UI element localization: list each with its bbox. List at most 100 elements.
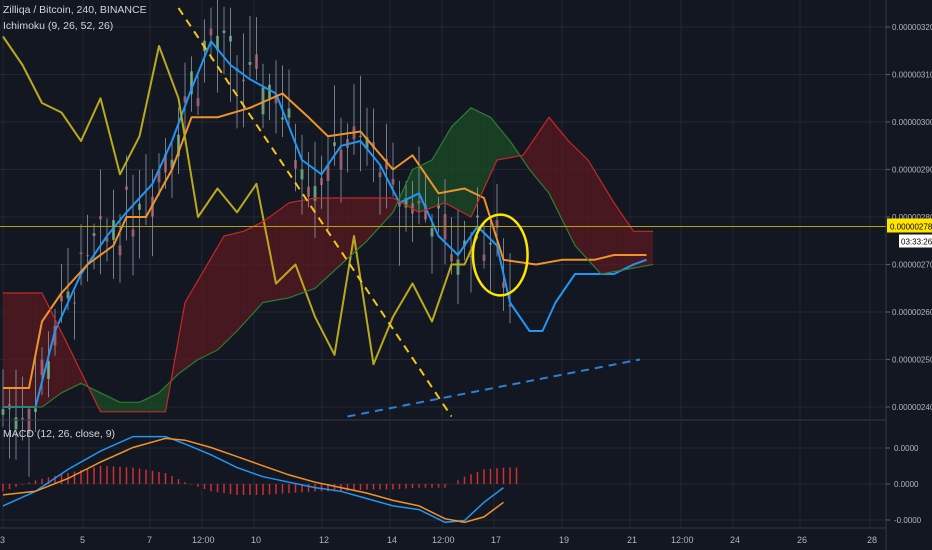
cloud-segment: [133, 402, 137, 412]
cloud-segment: [441, 137, 445, 204]
cloud-segment: [536, 131, 540, 182]
cloud-segment: [263, 219, 267, 303]
cloud-segment: [295, 200, 299, 296]
cloud-segment: [302, 199, 306, 293]
cloud-segment: [214, 247, 218, 352]
ichimoku-label: Ichimoku (9, 26, 52, 26): [3, 20, 114, 32]
candle-body: [1, 409, 5, 415]
cloud-segment: [129, 402, 133, 412]
cloud-segment: [578, 150, 582, 253]
cloud-segment: [539, 126, 543, 186]
candle-body: [287, 108, 291, 118]
candle-body: [307, 186, 310, 197]
candle-body: [131, 229, 135, 237]
candle-body: [112, 220, 115, 240]
time-tick-label: 24: [730, 535, 740, 545]
cloud-segment: [250, 226, 254, 317]
cloud-segment: [376, 198, 380, 231]
cloud-segment: [139, 400, 143, 412]
candle-body: [125, 186, 128, 190]
candle-body: [456, 259, 460, 275]
macd-legend[interactable]: MACD (12, 26, close, 9): [3, 427, 115, 441]
cloud-segment: [503, 133, 507, 159]
price-tick-label: 0.00000290: [892, 166, 932, 175]
cloud-segment: [646, 231, 650, 266]
cloud-segment: [480, 112, 484, 196]
time-tick-label: 21: [627, 535, 637, 545]
countdown-label: 03:33:26: [901, 238, 932, 247]
candle-body: [469, 256, 473, 258]
candle-body: [190, 71, 193, 95]
candle-body: [170, 159, 174, 169]
candle-body: [495, 220, 499, 228]
candle-body: [27, 408, 31, 434]
candle-body: [242, 79, 245, 82]
candle-body: [118, 245, 122, 256]
cloud-segment: [552, 121, 556, 207]
price-tick-label: 0.00000260: [892, 308, 932, 317]
cloud-segment: [246, 228, 250, 321]
cloud-segment: [58, 325, 62, 396]
cloud-segment: [484, 114, 488, 189]
cloud-segment: [575, 147, 579, 250]
candle-body: [105, 237, 109, 242]
chikou-line: [2, 35, 479, 366]
cloud-segment: [344, 198, 348, 262]
price-tick-label: 0.00000240: [892, 403, 932, 412]
cloud-segment: [617, 207, 621, 272]
cloud-segment: [506, 137, 510, 159]
cloud-segment: [311, 198, 315, 290]
cloud-segment: [146, 397, 150, 412]
cloud-segment: [120, 402, 124, 412]
cloud-segment: [367, 198, 371, 241]
cloud-segment: [298, 200, 302, 295]
cloud-segment: [380, 198, 384, 227]
candle-body: [502, 282, 505, 288]
cloud-segment: [568, 141, 572, 239]
cloud-segment: [565, 137, 569, 233]
cloud-segment: [9, 293, 13, 407]
price-axis: 0.00000320 0.00000310 0.00000300 0.00000290…: [885, 0, 932, 550]
candle-body: [268, 84, 271, 99]
candle-body: [34, 408, 37, 412]
cloud-segment: [487, 115, 491, 182]
cloud-segment: [500, 129, 504, 160]
cloud-segment: [194, 280, 198, 362]
cloud-segment: [597, 176, 601, 274]
candle-body: [313, 186, 317, 201]
cloud-segment: [292, 201, 296, 297]
time-tick-label: 12:00: [432, 535, 455, 545]
resistance-trendline: [177, 7, 453, 418]
macd-tick-label: 0.0000: [894, 444, 919, 453]
cloud-segment: [562, 133, 566, 226]
ichimoku-legend[interactable]: Ichimoku (9, 26, 52, 26): [3, 19, 113, 33]
cloud-segment: [321, 198, 325, 283]
cloud-segment: [207, 258, 211, 355]
price-tick-label: 0.00000310: [892, 71, 932, 80]
cloud-segment: [591, 165, 595, 267]
highlight-circle: [471, 213, 529, 297]
cloud-segment: [337, 198, 341, 268]
candle-body: [216, 35, 219, 51]
candle-body: [60, 295, 63, 302]
cloud-segment: [198, 274, 202, 360]
time-tick-label: 28: [867, 535, 877, 545]
cloud-segment: [584, 156, 588, 260]
cloud-segment: [549, 117, 553, 200]
cloud-segment: [217, 241, 221, 350]
candle-body: [300, 169, 304, 180]
cloud-segment: [107, 395, 111, 412]
cloud-segment: [6, 293, 10, 407]
symbol-legend[interactable]: Zilliqa / Bitcoin, 240, BINANCE: [3, 3, 147, 17]
time-tick-label: 14: [387, 535, 397, 545]
candle-body: [92, 233, 96, 236]
cloud-segment: [640, 231, 644, 267]
candle-body: [463, 240, 466, 247]
cloud-segment: [25, 293, 29, 407]
legend-sep-1: ,: [70, 4, 77, 16]
cloud-segment: [623, 217, 627, 270]
candle-body: [430, 228, 434, 237]
symbol-name: Zilliqa / Bitcoin: [3, 4, 71, 16]
